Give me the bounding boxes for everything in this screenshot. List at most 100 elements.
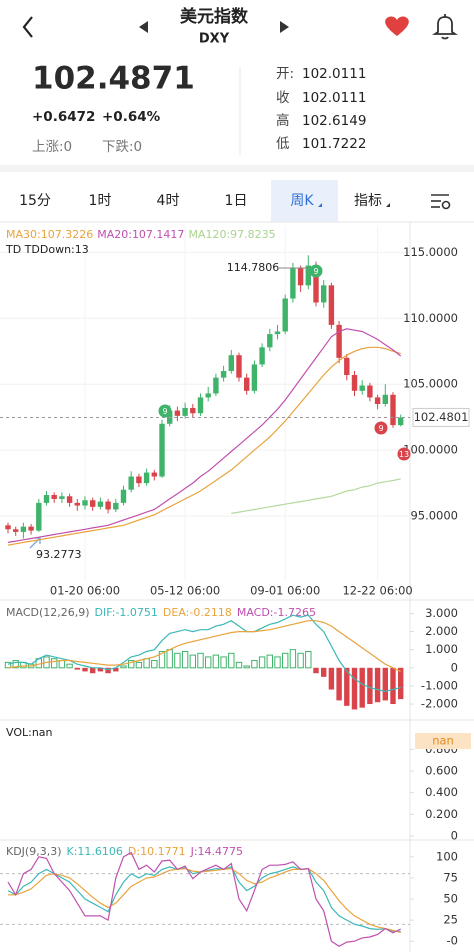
candle-body [66, 496, 73, 503]
candle-body [43, 494, 50, 503]
macd-bar [297, 652, 304, 669]
candle-body [305, 265, 311, 286]
open-label: 开: [276, 66, 294, 82]
candle-body [182, 407, 188, 416]
candle-body [313, 265, 319, 303]
candle-body [321, 285, 327, 303]
back-button[interactable] [22, 16, 33, 38]
price: 102.4871 [32, 61, 195, 97]
y-tick-label: 0.600 [425, 764, 458, 778]
macd-bar [82, 667, 88, 672]
tab[interactable]: 4时 [157, 193, 180, 209]
candle-body [390, 394, 396, 426]
line-dif [7, 614, 401, 693]
next-button[interactable] [280, 21, 289, 33]
macd-bar [274, 656, 281, 669]
candle-body [197, 397, 204, 414]
td-mark [374, 421, 388, 435]
macd-bar [189, 654, 197, 669]
legend-item: J:14.4775 [190, 845, 243, 858]
candle-body [220, 371, 227, 378]
candle-body [251, 364, 258, 391]
y-tick-label: 115.0000 [403, 245, 458, 259]
macd-bar [128, 660, 135, 669]
candle-body [282, 298, 288, 332]
macd-bar [228, 652, 235, 669]
macd-bar [97, 667, 104, 672]
macd-bar [258, 656, 266, 669]
down-count: 下跌:0 [102, 139, 142, 155]
macd-bar [251, 660, 258, 669]
macd-bar [197, 652, 204, 669]
tab[interactable]: 1日 [225, 193, 248, 209]
y-tick-label: -2.000 [421, 697, 458, 711]
x-tick-label: 01-20 06:00 [50, 584, 120, 598]
macd-bar [359, 667, 365, 708]
macd-bar [174, 652, 181, 669]
candle-body [136, 476, 142, 484]
legend-item: KDJ(9,3,3) [6, 845, 62, 858]
tab-caret [386, 203, 390, 207]
macd-bar [120, 665, 127, 669]
candle-body [398, 417, 404, 426]
tab[interactable]: 1时 [89, 193, 112, 209]
y-tick-label: 3.000 [425, 606, 458, 620]
macd-bar [382, 667, 388, 701]
macd-bar [243, 665, 250, 669]
candle-body [51, 494, 57, 499]
tab[interactable]: 周K [290, 193, 314, 209]
candle-body [382, 394, 388, 404]
candle-body [20, 526, 27, 532]
candle-body [274, 331, 281, 335]
prev-button[interactable] [139, 21, 148, 33]
y-tick-label: 75 [443, 870, 458, 884]
macd-bar [105, 667, 111, 674]
line-ma20 [7, 328, 402, 543]
macd-bar [151, 660, 158, 669]
td-mark [158, 404, 172, 418]
y-tick-label: 0.400 [425, 785, 458, 799]
y-tick-label: 95.0000 [410, 509, 458, 523]
line-d [8, 867, 401, 934]
macd-bar [166, 649, 173, 669]
macd-bar [313, 667, 319, 674]
macd-bar [367, 667, 373, 705]
low-annotation: 93.2773 [36, 548, 82, 561]
y-tick-label: 25 [443, 913, 458, 927]
vol-legend: VOL:nan [6, 726, 53, 739]
favorite-button[interactable] [385, 16, 409, 36]
macd-bar [113, 667, 119, 672]
candle-body [205, 393, 211, 398]
vol-current-box [415, 733, 471, 749]
x-tick-label: 05-12 06:00 [150, 584, 220, 598]
y-tick-label: 110.0000 [403, 311, 458, 325]
y-tick-label: 105.0000 [403, 377, 458, 391]
macd-bar [266, 654, 274, 669]
candle-body [351, 374, 358, 391]
alert-button[interactable] [432, 14, 458, 40]
band [0, 165, 474, 172]
high-annotation: 114.7806 [227, 261, 280, 274]
candle-body [259, 347, 265, 365]
macd-bar [374, 667, 381, 703]
legend-item: MA20:107.1417 [97, 228, 184, 241]
candle-body [128, 476, 134, 490]
y-tick-label: 2.000 [425, 624, 458, 638]
legend-item: MACD(12,26,9) [6, 606, 90, 619]
td-mark-label: 9 [378, 424, 383, 433]
tab-selected-bg [271, 180, 338, 222]
legend-item: MA30:107.3226 [6, 228, 93, 241]
settings-button[interactable] [431, 194, 451, 210]
td-legend: TD TDDown:13 [5, 243, 89, 256]
tab[interactable]: 15分 [19, 193, 51, 209]
macd-bar [212, 654, 220, 669]
macd-bar [344, 667, 350, 706]
macd-bar [12, 660, 19, 669]
y-tick-label: -1.000 [421, 678, 458, 692]
td-mark-label: 9 [162, 407, 167, 416]
candle-body [74, 502, 80, 506]
tab[interactable]: 指标 [354, 193, 382, 209]
td-mark [397, 447, 411, 461]
candle-body [82, 500, 88, 506]
up-count: 上涨:0 [32, 139, 72, 155]
